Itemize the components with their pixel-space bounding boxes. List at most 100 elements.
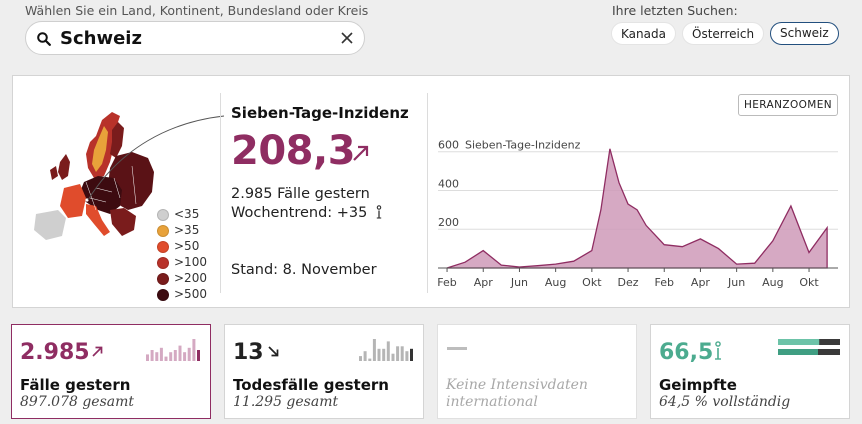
vaccination-bar-full — [778, 349, 818, 355]
trend-down-arrow-icon — [268, 346, 279, 357]
chart-area-fill — [446, 148, 828, 269]
spark-bar — [368, 358, 372, 361]
spark-bar — [410, 348, 413, 361]
search-icon — [37, 32, 51, 46]
zoom-in-button[interactable]: HERANZOOMEN — [738, 94, 838, 116]
spark-bar — [363, 351, 367, 361]
cases-yesterday-text: 2.985 Fälle gestern — [231, 186, 370, 202]
vaccinated-title: Geimpfte — [659, 376, 737, 394]
europe-map[interactable] — [24, 106, 159, 241]
card-vaccinated[interactable]: 66,5 Geimpfte 64,5 % vollständig — [650, 324, 850, 419]
chart-x-tick: Feb — [437, 276, 456, 289]
cases-sparkbars — [146, 339, 200, 361]
search-label: Wählen Sie ein Land, Kontinent, Bundesla… — [25, 3, 369, 18]
spark-bar — [372, 339, 376, 361]
no-data-dash — [447, 347, 467, 350]
spark-bar — [164, 356, 168, 361]
spark-bar — [400, 346, 404, 361]
cases-title: Fälle gestern — [20, 376, 131, 394]
map-balkans — [110, 208, 136, 236]
spark-bar — [173, 350, 177, 361]
map-iberia — [34, 210, 66, 240]
chart-x-tick: Dez — [618, 276, 639, 289]
spark-bar — [396, 346, 400, 361]
deaths-value: 13 — [233, 340, 264, 365]
spark-bar — [197, 350, 200, 361]
chart-x-tick: Apr — [691, 276, 711, 289]
chart-ylabel: Sieben-Tage-Inzidenz — [465, 139, 581, 152]
chart-x-tick: Jun — [510, 276, 528, 289]
search-box[interactable] — [25, 21, 365, 55]
map-ireland — [50, 166, 58, 180]
info-icon[interactable] — [713, 341, 723, 361]
spark-bar — [391, 353, 395, 361]
incidence-chart[interactable]: 600 400 200 Feb Apr Jun Aug Okt Dez Feb Apr Jun Aug… — [430, 128, 840, 293]
spark-bar — [169, 352, 173, 361]
legend-swatch — [157, 289, 169, 301]
map-italy — [86, 204, 110, 236]
spark-bar — [155, 352, 159, 361]
recent-searches-label: Ihre letzten Suchen: — [612, 3, 738, 18]
spark-bar — [146, 354, 149, 361]
vaccinated-value: 66,5 — [659, 340, 714, 365]
spark-bar — [178, 345, 182, 361]
spark-bar — [159, 347, 163, 361]
spark-bar — [187, 347, 191, 361]
map-selected-country-marker — [85, 198, 89, 202]
card-icu: Keine Intensivdaten international — [437, 324, 637, 419]
spark-bar — [377, 348, 381, 361]
trend-up-arrow-icon — [92, 346, 103, 357]
card-cases[interactable]: 2.985 Fälle gestern 897.078 gesamt — [11, 324, 211, 419]
icu-no-data-text: Keine Intensivdaten international — [446, 377, 588, 410]
deaths-total: 11.295 gesamt — [233, 394, 339, 410]
chart-x-tick: Okt — [582, 276, 602, 289]
incidence-value: 208,3 — [231, 128, 356, 174]
legend-swatch — [157, 273, 169, 285]
chart-y-tick: 600 — [438, 139, 459, 152]
recent-chip-oesterreich[interactable]: Österreich — [682, 22, 765, 45]
deaths-sparkbars — [359, 339, 413, 361]
chart-x-tick: Okt — [799, 276, 819, 289]
map-france — [60, 184, 86, 218]
spark-bar — [192, 339, 196, 361]
chart-x-tick: Apr — [474, 276, 494, 289]
vaccination-bar-first-dose — [778, 339, 820, 345]
map-connector-line — [87, 115, 225, 201]
chart-y-tick: 400 — [438, 177, 459, 190]
map-finland — [110, 122, 124, 158]
map-central — [80, 176, 122, 214]
spark-bar — [386, 341, 390, 361]
search-input[interactable] — [60, 25, 330, 51]
legend-swatch — [157, 225, 169, 237]
map-uk — [58, 154, 70, 180]
spark-bar — [359, 356, 362, 361]
divider — [427, 93, 428, 293]
spark-bar — [382, 348, 386, 361]
card-deaths[interactable]: 13 Todesfälle gestern 11.295 gesamt — [224, 324, 424, 419]
chart-x-tick: Aug — [762, 276, 783, 289]
vaccinated-full-text: 64,5 % vollständig — [659, 394, 791, 410]
map-sweden — [92, 126, 108, 172]
recent-chip-schweiz[interactable]: Schweiz — [770, 22, 839, 45]
spark-bar — [405, 351, 409, 361]
incidence-title: Sieben-Tage-Inzidenz — [231, 104, 409, 122]
clear-icon[interactable] — [340, 31, 354, 45]
deaths-title: Todesfälle gestern — [233, 376, 389, 394]
info-icon[interactable] — [375, 205, 383, 219]
spark-bar — [150, 350, 154, 361]
chart-x-tick: Aug — [545, 276, 566, 289]
cases-value: 2.985 — [20, 340, 90, 365]
weekly-trend: Wochentrend: +35 — [231, 205, 383, 221]
recent-chip-kanada[interactable]: Kanada — [611, 22, 676, 45]
weekly-trend-text: Wochentrend: +35 — [231, 205, 368, 221]
cases-total: 897.078 gesamt — [20, 394, 135, 410]
trend-up-arrow-icon — [353, 145, 369, 161]
legend-swatch — [157, 209, 169, 221]
chart-x-tick: Feb — [655, 276, 674, 289]
divider — [220, 93, 221, 293]
legend-swatch — [157, 241, 169, 253]
map-borders — [85, 165, 137, 211]
spark-bar — [183, 352, 187, 361]
vaccination-progress-bars — [778, 339, 840, 355]
chart-x-tick: Jun — [727, 276, 745, 289]
